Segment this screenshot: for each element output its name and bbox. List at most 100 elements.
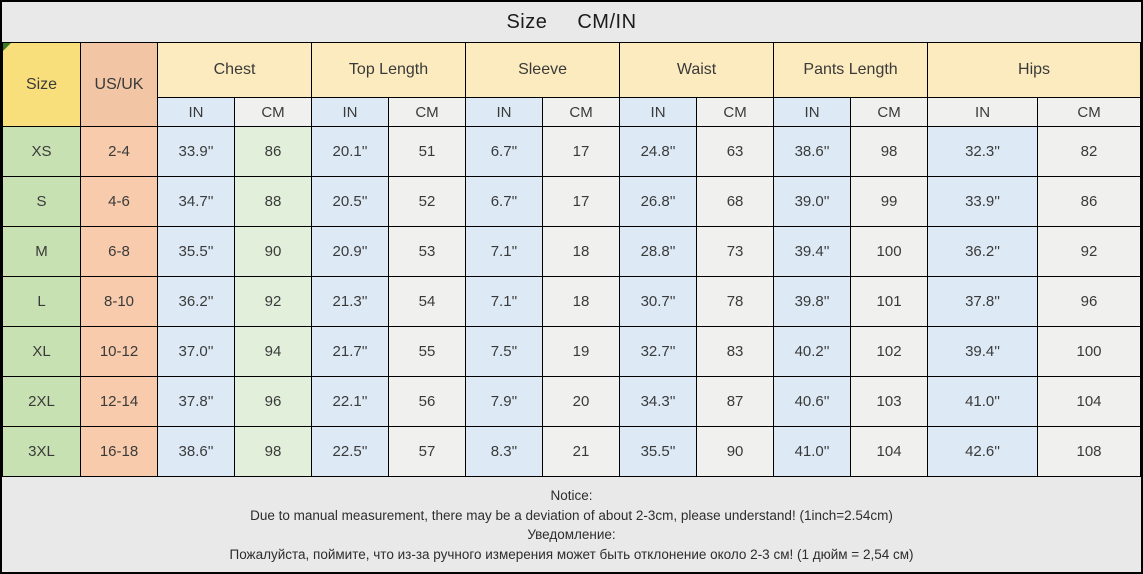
measurement-cell: 94 [233,326,313,377]
measurement-cell: 32.7'' [619,326,698,377]
measurement-cell: 54 [388,276,467,327]
measurement-cell: 102 [850,326,929,377]
measurement-cell: 19 [542,326,621,377]
measurement-cell: 20.5'' [311,176,390,227]
measurement-cell: 35.5'' [619,426,698,477]
us-uk-cell: 8-10 [80,276,158,327]
measurement-cell: 90 [696,426,775,477]
measurement-cell: 24.8'' [619,126,698,177]
measurement-cell: 92 [233,276,313,327]
measurement-cell: 20.9'' [311,226,390,277]
measurement-cell: 98 [850,126,929,177]
measurement-cell: 37.0'' [157,326,235,377]
measurement-cell: 20.1'' [311,126,390,177]
measurement-cell: 21.7'' [311,326,390,377]
measurement-cell: 51 [388,126,467,177]
table-row: M 6-8 35.5'' 90 20.9'' 53 7.1'' 18 28.8'' 73 39.4'… [2,226,1141,277]
measurement-cell: 83 [696,326,775,377]
measurement-cell: 40.6'' [773,376,852,427]
measurement-cell: 92 [1037,226,1141,277]
notice-line-en: Due to manual measurement, there may be … [250,507,893,523]
measurement-cell: 101 [850,276,929,327]
measurement-cell: 39.0'' [773,176,852,227]
unit-header-cm: CM [542,97,621,127]
measurement-cell: 38.6'' [773,126,852,177]
measurement-cell: 21.3'' [311,276,390,327]
table-row: XL 10-12 37.0'' 94 21.7'' 55 7.5'' 19 32.7'' 83 40… [2,326,1141,377]
measurement-cell: 33.9'' [927,176,1039,227]
measurement-cell: 96 [1037,276,1141,327]
measurement-cell: 36.2'' [927,226,1039,277]
measurement-cell: 88 [233,176,313,227]
table-row: 2XL 12-14 37.8'' 96 22.1'' 56 7.9'' 20 34.3'' 87 4… [2,376,1141,427]
chart-title: Size CM/IN [2,2,1141,42]
measurement-cell: 7.5'' [465,326,544,377]
measurement-cell: 55 [388,326,467,377]
table-row: S 4-6 34.7'' 88 20.5'' 52 6.7'' 17 26.8'' 68 39.0'… [2,176,1141,227]
measurement-cell: 7.1'' [465,276,544,327]
us-uk-cell: 2-4 [80,126,158,177]
measurement-cell: 108 [1037,426,1141,477]
measurement-cell: 30.7'' [619,276,698,327]
excel-corner-marker-icon [3,43,11,51]
unit-header-cm: CM [233,97,313,127]
table-row: 3XL 16-18 38.6'' 98 22.5'' 57 8.3'' 21 35.5'' 90 4… [2,426,1141,477]
measurement-cell: 7.1'' [465,226,544,277]
table-row: XS 2-4 33.9'' 86 20.1'' 51 6.7'' 17 24.8'' 63 38.6… [2,126,1141,177]
measurement-cell: 78 [696,276,775,327]
measurement-cell: 86 [233,126,313,177]
chart-title-size: Size [506,10,548,33]
measurement-cell: 39.4'' [927,326,1039,377]
measurement-cell: 6.7'' [465,126,544,177]
size-label-cell: L [2,276,81,327]
measurement-cell: 22.1'' [311,376,390,427]
measurement-cell: 82 [1037,126,1141,177]
unit-header-row: IN CM IN CM IN CM IN CM IN CM IN CM [3,97,1141,127]
measurement-cell: 99 [850,176,929,227]
measurement-cell: 40.2'' [773,326,852,377]
unit-header-in: IN [773,97,852,127]
measurement-cell: 32.3'' [927,126,1039,177]
measurement-cell: 35.5'' [157,226,235,277]
measurement-cell: 33.9'' [157,126,235,177]
measurement-cell: 57 [388,426,467,477]
measurement-cell: 18 [542,226,621,277]
measurement-cell: 98 [233,426,313,477]
measurement-cell: 17 [542,126,621,177]
measurement-cell: 73 [696,226,775,277]
measurement-cell: 53 [388,226,467,277]
chart-title-unit: CM/IN [577,10,637,33]
measurement-cell: 8.3'' [465,426,544,477]
measurement-cell: 6.7'' [465,176,544,227]
header-waist: Waist [619,42,775,98]
corner-header-size: Size [2,42,81,127]
measurement-cell: 68 [696,176,775,227]
us-uk-cell: 6-8 [80,226,158,277]
measurement-cell: 96 [233,376,313,427]
measurement-cell: 56 [388,376,467,427]
measurement-cell: 104 [1037,376,1141,427]
us-uk-cell: 4-6 [80,176,158,227]
corner-header-label: Size [25,75,58,93]
table-row: L 8-10 36.2'' 92 21.3'' 54 7.1'' 18 30.7'' 78 39.8… [2,276,1141,327]
notice-title-en: Notice: [550,488,593,503]
measurement-cell: 41.0'' [927,376,1039,427]
unit-header-in: IN [465,97,544,127]
measurement-cell: 63 [696,126,775,177]
size-label-cell: XS [2,126,81,177]
us-uk-cell: 10-12 [80,326,158,377]
measurement-cell: 87 [696,376,775,427]
measurement-cell: 38.6'' [157,426,235,477]
size-label-cell: 3XL [2,426,81,477]
measurement-cell: 28.8'' [619,226,698,277]
size-label-cell: XL [2,326,81,377]
unit-header-cm: CM [850,97,929,127]
measurement-cell: 34.3'' [619,376,698,427]
unit-header-in: IN [311,97,390,127]
header-pants-length: Pants Length [773,42,929,98]
header-sleeve: Sleeve [465,42,621,98]
measurement-cell: 42.6'' [927,426,1039,477]
measurement-cell: 37.8'' [157,376,235,427]
measurement-cell: 100 [850,226,929,277]
measurement-cell: 41.0'' [773,426,852,477]
